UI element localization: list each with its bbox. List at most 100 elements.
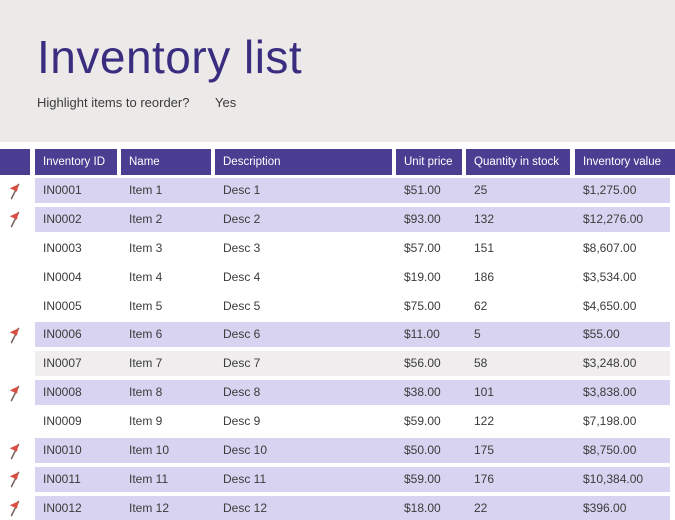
cell-name[interactable]: Item 5 — [129, 298, 163, 313]
column-header-inventory-id[interactable]: Inventory ID — [35, 149, 117, 175]
cell-name[interactable]: Item 12 — [129, 500, 170, 515]
cell-name[interactable]: Item 10 — [129, 443, 170, 458]
cell-unit-price[interactable]: $11.00 — [404, 327, 440, 342]
reorder-answer-value[interactable]: Yes — [215, 95, 237, 110]
cell-inventory-value[interactable]: $12,276.00 — [583, 211, 644, 226]
cell-unit-price[interactable]: $19.00 — [404, 269, 441, 284]
cell-description[interactable]: Desc 11 — [223, 471, 267, 486]
cell-inventory-value[interactable]: $10,384.00 — [583, 471, 644, 486]
cell-inventory-id[interactable]: IN0011 — [43, 471, 81, 486]
cell-quantity-in-stock[interactable]: 25 — [474, 183, 488, 197]
cell-inventory-value[interactable]: $7,198.00 — [583, 414, 637, 429]
cell-unit-price[interactable]: $51.00 — [404, 183, 441, 197]
cell-description[interactable]: Desc 9 — [223, 414, 261, 429]
cell-quantity-in-stock[interactable]: 101 — [474, 385, 495, 400]
row-stripe: IN0008 Item 8 Desc 8 $38.00 101 $3,838.00 — [35, 380, 670, 406]
cell-name[interactable]: Item 2 — [129, 211, 163, 226]
column-header-inventory-value[interactable]: Inventory value — [575, 149, 675, 175]
column-header-name[interactable]: Name — [121, 149, 211, 175]
cell-inventory-id[interactable]: IN0001 — [43, 183, 82, 197]
column-header-quantity-in-stock[interactable]: Quantity in stock — [466, 149, 570, 175]
cell-name[interactable]: Item 1 — [129, 183, 163, 197]
cell-description[interactable]: Desc 2 — [223, 211, 261, 226]
cell-description[interactable]: Desc 4 — [223, 269, 261, 284]
cell-description[interactable]: Desc 7 — [223, 356, 261, 371]
cell-unit-price[interactable]: $50.00 — [404, 443, 441, 458]
cell-inventory-value[interactable]: $55.00 — [583, 327, 620, 342]
cell-inventory-value[interactable]: $8,607.00 — [583, 240, 637, 255]
flag-cell — [0, 294, 30, 319]
cell-quantity-in-stock[interactable]: 122 — [474, 414, 495, 429]
cell-unit-price[interactable]: $75.00 — [404, 298, 441, 313]
column-header-flag[interactable] — [0, 149, 30, 175]
cell-inventory-value[interactable]: $3,534.00 — [583, 269, 637, 284]
cell-quantity-in-stock[interactable]: 186 — [474, 269, 495, 284]
cell-inventory-value[interactable]: $1,275.00 — [583, 183, 637, 197]
cell-quantity-in-stock[interactable]: 176 — [474, 471, 495, 486]
table-row: IN0009 Item 9 Desc 9 $59.00 122 $7,198.00 — [0, 409, 675, 435]
cell-name[interactable]: Item 8 — [129, 385, 163, 400]
reorder-flag-icon — [7, 384, 23, 402]
cell-inventory-id[interactable]: IN0007 — [43, 356, 82, 371]
row-stripe: IN0012 Item 12 Desc 12 $18.00 22 $396.00 — [35, 495, 670, 520]
reorder-flag-icon — [7, 326, 23, 344]
table-row: IN0004 Item 4 Desc 4 $19.00 186 $3,534.00 — [0, 264, 675, 290]
cell-quantity-in-stock[interactable]: 175 — [474, 443, 495, 458]
cell-quantity-in-stock[interactable]: 62 — [474, 298, 488, 313]
cell-description[interactable]: Desc 12 — [223, 500, 268, 515]
cell-name[interactable]: Item 6 — [129, 327, 163, 342]
header-section: Inventory list Highlight items to reorde… — [0, 0, 675, 142]
reorder-flag-icon — [7, 442, 23, 460]
column-header-unit-price[interactable]: Unit price — [396, 149, 462, 175]
cell-quantity-in-stock[interactable]: 58 — [474, 356, 488, 371]
cell-inventory-id[interactable]: IN0008 — [43, 385, 82, 400]
cell-name[interactable]: Item 3 — [129, 240, 163, 255]
row-stripe: IN0007 Item 7 Desc 7 $56.00 58 $3,248.00 — [35, 351, 670, 377]
table-row: IN0001 Item 1 Desc 1 $51.00 25 $1,275.00 — [0, 178, 675, 203]
cell-inventory-id[interactable]: IN0005 — [43, 298, 82, 313]
cell-inventory-value[interactable]: $3,838.00 — [583, 385, 637, 400]
flag-cell — [0, 409, 30, 434]
cell-unit-price[interactable]: $59.00 — [404, 414, 441, 429]
cell-inventory-id[interactable]: IN0002 — [43, 211, 82, 226]
cell-name[interactable]: Item 11 — [129, 471, 169, 486]
row-stripe: IN0002 Item 2 Desc 2 $93.00 132 $12,276.00 — [35, 206, 670, 232]
cell-description[interactable]: Desc 10 — [223, 443, 268, 458]
cell-inventory-id[interactable]: IN0004 — [43, 269, 82, 284]
cell-unit-price[interactable]: $56.00 — [404, 356, 441, 371]
cell-description[interactable]: Desc 1 — [223, 183, 261, 197]
cell-name[interactable]: Item 9 — [129, 414, 163, 429]
row-stripe: IN0003 Item 3 Desc 3 $57.00 151 $8,607.00 — [35, 235, 670, 261]
cell-unit-price[interactable]: $57.00 — [404, 240, 441, 255]
cell-description[interactable]: Desc 6 — [223, 327, 261, 342]
cell-inventory-value[interactable]: $3,248.00 — [583, 356, 637, 371]
cell-name[interactable]: Item 7 — [129, 356, 163, 371]
flag-cell — [0, 207, 30, 232]
cell-quantity-in-stock[interactable]: 151 — [474, 240, 495, 255]
cell-inventory-id[interactable]: IN0003 — [43, 240, 82, 255]
cell-inventory-value[interactable]: $8,750.00 — [583, 443, 637, 458]
cell-quantity-in-stock[interactable]: 132 — [474, 211, 495, 226]
reorder-flag-icon — [7, 210, 23, 228]
cell-inventory-id[interactable]: IN0010 — [43, 443, 82, 458]
cell-description[interactable]: Desc 5 — [223, 298, 261, 313]
cell-inventory-value[interactable]: $4,650.00 — [583, 298, 637, 313]
cell-unit-price[interactable]: $59.00 — [404, 471, 441, 486]
cell-inventory-id[interactable]: IN0012 — [43, 500, 82, 515]
cell-quantity-in-stock[interactable]: 5 — [474, 327, 481, 342]
column-header-description[interactable]: Description — [215, 149, 392, 175]
cell-unit-price[interactable]: $18.00 — [404, 500, 441, 515]
cell-quantity-in-stock[interactable]: 22 — [474, 500, 488, 515]
cell-name[interactable]: Item 4 — [129, 269, 163, 284]
flag-cell — [0, 322, 30, 347]
cell-unit-price[interactable]: $93.00 — [404, 211, 441, 226]
cell-inventory-id[interactable]: IN0006 — [43, 327, 82, 342]
flag-cell — [0, 236, 30, 261]
cell-description[interactable]: Desc 3 — [223, 240, 261, 255]
row-stripe: IN0011 Item 11 Desc 11 $59.00 176 $10,384.00 — [35, 466, 670, 492]
cell-description[interactable]: Desc 8 — [223, 385, 261, 400]
cell-inventory-id[interactable]: IN0009 — [43, 414, 82, 429]
cell-inventory-value[interactable]: $396.00 — [583, 500, 627, 515]
cell-unit-price[interactable]: $38.00 — [404, 385, 441, 400]
